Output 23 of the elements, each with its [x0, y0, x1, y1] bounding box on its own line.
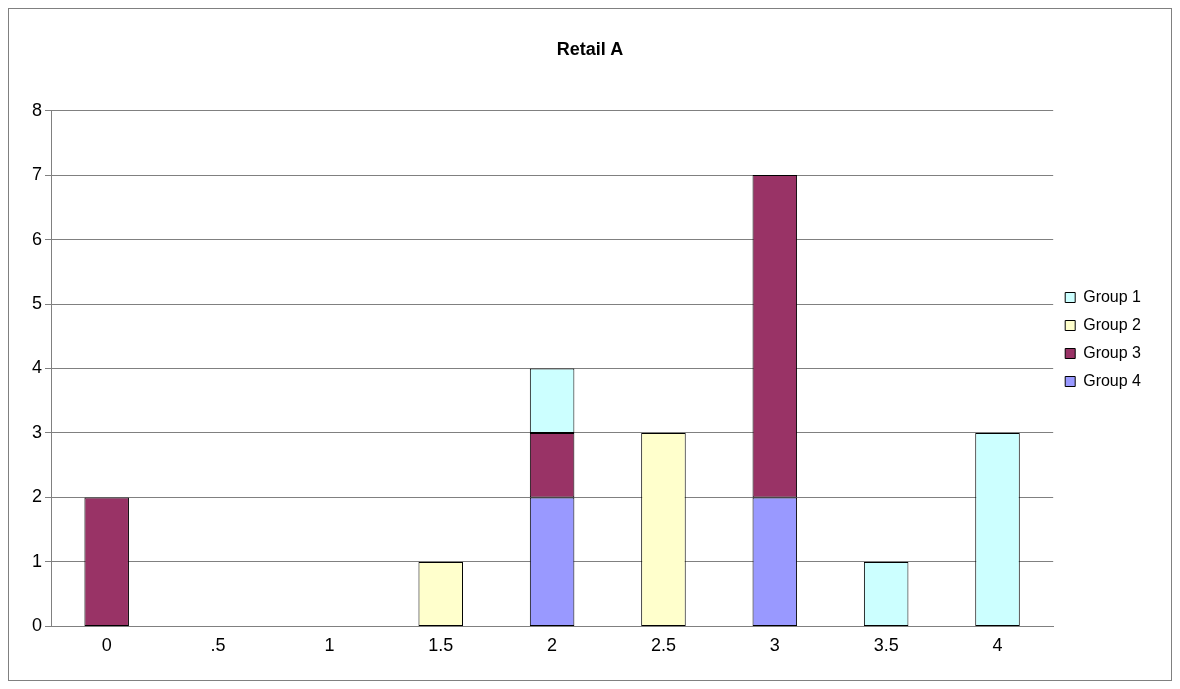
x-tick-label: 1.5	[428, 635, 454, 656]
legend-label: Group 3	[1083, 343, 1142, 361]
x-tick-label: 2.5	[650, 635, 676, 656]
y-tick-label: 6	[32, 228, 43, 249]
legend-label: Group 2	[1083, 315, 1142, 333]
y-tick-label: 4	[32, 357, 43, 378]
x-tick-label: .5	[210, 635, 226, 656]
x-tick-label: 4	[992, 635, 1003, 656]
legend-label: Group 1	[1083, 287, 1142, 305]
x-tick-label: 3	[769, 635, 780, 656]
legend-label: Group 4	[1083, 371, 1142, 389]
y-tick-label: 8	[32, 99, 43, 120]
y-tick-label: 2	[32, 486, 43, 507]
x-tick-label: 0	[101, 635, 112, 656]
x-tick-label: 3.5	[873, 635, 899, 656]
chart-title: Retail A	[556, 38, 624, 59]
y-tick-label: 3	[32, 421, 43, 442]
x-tick-label: 1	[324, 635, 335, 656]
x-tick-label: 2	[547, 635, 558, 656]
y-tick-label: 1	[32, 550, 43, 571]
y-tick-label: 5	[32, 292, 43, 313]
y-tick-label: 7	[32, 164, 43, 185]
y-tick-label: 0	[32, 615, 43, 636]
